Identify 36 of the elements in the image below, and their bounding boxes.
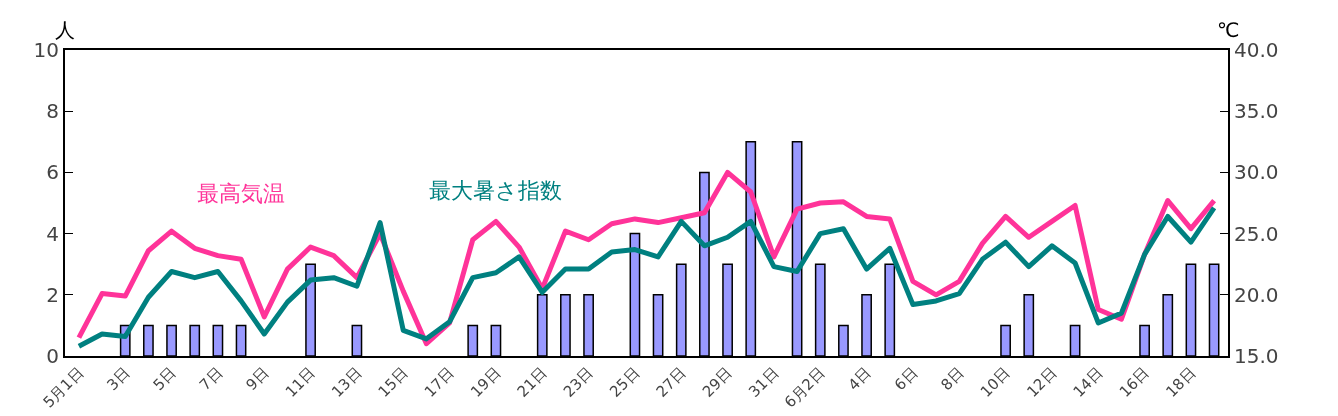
- x-tick-label: 19日: [467, 363, 505, 401]
- y2-tick-label: 30.0: [1234, 160, 1279, 185]
- x-tick-label: 7日: [195, 363, 227, 394]
- y-tick-label: 6: [46, 160, 59, 185]
- x-tick-label: 21日: [513, 363, 551, 401]
- x-tick-label: 13日: [328, 363, 366, 401]
- x-tick-label: 6月2日: [780, 363, 829, 412]
- x-tick-label: 11日: [281, 363, 319, 401]
- x-tick-label: 10日: [976, 363, 1014, 401]
- x-tick-label: 4日: [844, 363, 875, 394]
- y2-tick-label: 35.0: [1234, 99, 1279, 124]
- text: 最大暑さ指数: [429, 178, 562, 203]
- x-tick-label: 25日: [606, 363, 644, 401]
- y2-tick-label: 20.0: [1234, 282, 1279, 307]
- x-tick-label: 6日: [890, 363, 922, 394]
- x-tick-label: 9日: [242, 363, 273, 394]
- x-tick-label: 27日: [652, 363, 690, 401]
- y-tick-label: 2: [46, 282, 59, 307]
- series-label: 最高気温: [197, 181, 285, 206]
- x-tick-label: 23日: [559, 363, 597, 401]
- x-tick-label: 17日: [420, 363, 458, 401]
- y2-tick-label: 25.0: [1234, 221, 1279, 246]
- x-tick-label: 16日: [1115, 363, 1153, 401]
- y2-tick-label: 15.0: [1234, 344, 1279, 368]
- x-tick-label: 12日: [1023, 363, 1061, 401]
- x-tick-label: 31日: [745, 363, 783, 401]
- x-tick-label: 29日: [698, 363, 736, 401]
- x-tick-label: 3日: [103, 363, 134, 394]
- y-axis-title: 人: [55, 18, 75, 42]
- x-tick-label: 14日: [1069, 363, 1107, 401]
- y-tick-label: 4: [46, 221, 59, 246]
- x-tick-label: 8日: [937, 363, 968, 394]
- y-tick-label: 8: [46, 99, 59, 124]
- x-tick-label: 15日: [374, 363, 412, 401]
- x-tick-label: 5日: [149, 363, 180, 394]
- x-tick-label: 18日: [1162, 363, 1200, 401]
